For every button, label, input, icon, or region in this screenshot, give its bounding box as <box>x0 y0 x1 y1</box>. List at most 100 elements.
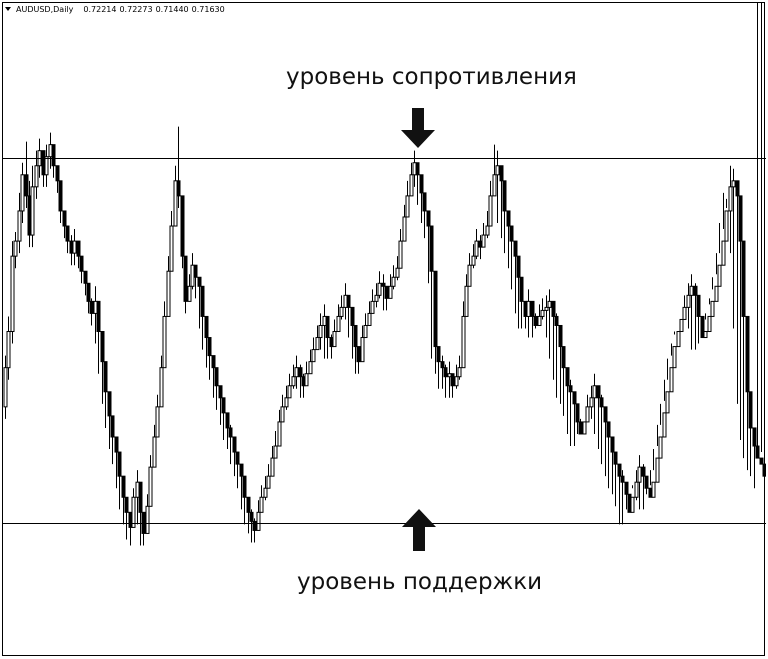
candle-body <box>540 309 545 317</box>
price-chart[interactable] <box>3 3 766 657</box>
candle-body <box>676 331 681 348</box>
candle-body <box>610 436 615 453</box>
candle-body <box>450 373 455 387</box>
candle-body <box>419 174 424 194</box>
candle-body <box>169 225 174 272</box>
candle-body <box>589 397 594 408</box>
candle-body <box>356 346 361 363</box>
candle-body <box>752 427 757 447</box>
candle-body <box>665 391 670 414</box>
candle-body <box>429 225 434 272</box>
candle-body <box>183 255 188 302</box>
candle-body <box>246 496 251 513</box>
symbol-label: AUDUSD,Daily <box>16 4 74 14</box>
candle-body <box>707 315 712 333</box>
candle-body <box>738 195 743 242</box>
candle-body <box>76 240 81 257</box>
candle-body <box>325 315 330 339</box>
candle-body <box>596 385 601 399</box>
candle-body <box>499 165 504 182</box>
candle-body <box>714 285 719 302</box>
candle-body <box>554 315 559 326</box>
candle-body <box>311 349 316 363</box>
candle-body <box>100 331 105 363</box>
candle-body <box>710 300 715 317</box>
candle-body <box>197 276 202 287</box>
candle-body <box>502 180 507 212</box>
candle-body <box>689 285 694 296</box>
candle-body <box>256 511 261 531</box>
candle-body <box>471 255 476 266</box>
candle-body <box>346 294 351 308</box>
candle-body <box>336 315 341 333</box>
candle-body <box>166 270 171 317</box>
candle-body <box>187 285 192 302</box>
candle-body <box>162 315 167 369</box>
candle-body <box>159 367 164 408</box>
candle-body <box>315 337 320 351</box>
candle-body <box>121 475 126 498</box>
candle-body <box>422 192 427 212</box>
candle-body <box>72 240 77 254</box>
candle-body <box>759 457 764 465</box>
candle-body <box>544 306 549 311</box>
candle-body <box>537 315 542 326</box>
candle-body <box>402 216 407 242</box>
candle-body <box>284 397 289 408</box>
candle-body <box>17 210 22 242</box>
high-value: 0.72273 <box>119 4 153 14</box>
candle-body <box>173 180 178 227</box>
candle-body <box>700 315 705 339</box>
candle-body <box>138 481 143 513</box>
candle-body <box>332 331 337 348</box>
candle-body <box>374 294 379 302</box>
candle-body <box>363 324 368 339</box>
candle-body <box>755 445 760 459</box>
candle-body <box>696 294 701 317</box>
candle-body <box>308 361 313 375</box>
candle-body <box>655 457 660 483</box>
candle-body <box>318 324 323 339</box>
candle-body <box>533 315 538 326</box>
triangle-down-icon[interactable] <box>5 7 11 11</box>
candle-body <box>398 240 403 269</box>
candle-body <box>259 496 264 513</box>
candle-body <box>298 367 303 378</box>
candle-body <box>582 421 587 435</box>
candle-body <box>58 180 63 212</box>
chart-header: AUDUSD,Daily 0.72214 0.72273 0.71440 0.7… <box>5 3 225 15</box>
candle-body <box>624 481 629 495</box>
candle-body <box>405 195 410 218</box>
candle-body <box>360 337 365 363</box>
candle-body <box>728 186 733 212</box>
candle-body <box>207 337 212 357</box>
candle-body <box>152 436 157 468</box>
candle-body <box>568 385 573 393</box>
candle-body <box>145 505 150 534</box>
candle-body <box>603 406 608 423</box>
candle-body <box>381 282 386 287</box>
candle-body <box>672 346 677 369</box>
candle-body <box>436 346 441 363</box>
candle-body <box>606 421 611 438</box>
candle-body <box>377 282 382 296</box>
candle-body <box>200 285 205 317</box>
candle-body <box>565 367 570 387</box>
candle-body <box>572 391 577 405</box>
candle-body <box>277 421 282 447</box>
candle-body <box>519 276 524 302</box>
candle-body <box>44 156 49 176</box>
candle-body <box>141 511 146 534</box>
candle-body <box>287 385 292 399</box>
candle-body <box>686 294 691 308</box>
candle-body <box>263 487 268 498</box>
candle-body <box>228 427 233 438</box>
candle-body <box>641 466 646 477</box>
candle-body <box>117 451 122 477</box>
candle-body <box>530 300 535 317</box>
candle-body <box>176 180 181 197</box>
candle-body <box>721 240 726 266</box>
candle-body <box>214 367 219 387</box>
open-value: 0.72214 <box>83 4 117 14</box>
